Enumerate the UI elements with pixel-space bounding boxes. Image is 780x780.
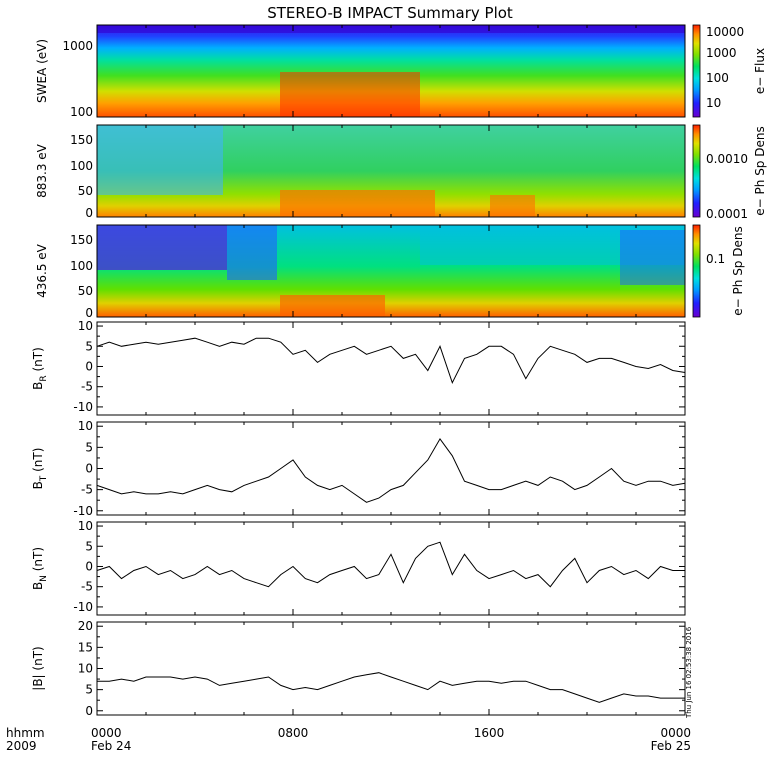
pad883-low-region <box>97 125 223 195</box>
bn-ytick-label: -5 <box>81 580 93 594</box>
pad436-cb-label: e− Ph Sp Dens <box>731 226 745 315</box>
bn-ytick-label: -10 <box>73 600 93 614</box>
timestamp: Thu Jun 16 02:53:38 2016 <box>685 626 693 719</box>
bt-ytick-label: -5 <box>81 483 93 497</box>
br-ytick-label: 5 <box>85 339 93 353</box>
pad883-ytick-50: 50 <box>78 184 93 198</box>
pad883-cb-label: e− Ph Sp Dens <box>753 126 767 215</box>
swea-cb-tick-100: 100 <box>706 71 729 85</box>
swea-top-band <box>97 25 685 33</box>
bn-trace <box>96 541 685 588</box>
x-tick-date: Feb 24 <box>91 739 131 753</box>
pad883-ytick-0: 0 <box>85 206 93 220</box>
magnetic-field-panels: 10 5 0 -5 -10 BR (nT) 10 5 0 -5 -10 BT (nT) 10 5 0 -5 -1… <box>31 319 686 718</box>
bt-ytick-label: 5 <box>85 440 93 454</box>
pad883-ytick-150: 150 <box>70 133 93 147</box>
bmag-ytick-label: 10 <box>78 662 93 676</box>
pad883-colorbar <box>692 124 701 218</box>
swea-ytick-100: 100 <box>70 105 93 119</box>
br-ytick-label: -10 <box>73 400 93 414</box>
pad883-cb-tick-0.0001: 0.0001 <box>706 207 748 221</box>
pad883-orange-spot <box>490 195 535 217</box>
bmag-ytick-label: 5 <box>85 683 93 697</box>
bmag-panel: 20 15 10 5 0 |B| (nT) <box>31 619 686 718</box>
bt-ytick-label: -10 <box>73 504 93 518</box>
x-tick-date: Feb 25 <box>651 739 691 753</box>
pad436-ytick-100: 100 <box>70 259 93 273</box>
pad436-ytick-0: 0 <box>85 306 93 320</box>
bmag-trace <box>97 672 685 703</box>
pad436-low-region <box>97 225 227 270</box>
br-panel: 10 5 0 -5 -10 BR (nT) <box>31 319 686 416</box>
plot-title: STEREO-B IMPACT Summary Plot <box>267 4 513 22</box>
pad883-cb-tick-0.0010: 0.0010 <box>706 152 748 166</box>
x-tick-time: 0800 <box>278 726 309 740</box>
bt-panel: 10 5 0 -5 -10 BT (nT) <box>31 419 686 518</box>
x-tick-time: 1600 <box>474 726 505 740</box>
bn-ytick-label: 10 <box>78 519 93 533</box>
pad883-ytick-100: 100 <box>70 159 93 173</box>
br-ytick-label: 0 <box>85 359 93 373</box>
br-ylabel: BR (nT) <box>31 347 49 390</box>
xaxis-row1-label: hhmm <box>6 726 45 740</box>
pad436-ytick-150: 150 <box>70 233 93 247</box>
pad436-ylabel: 436.5 eV <box>35 243 49 298</box>
pad436-ytick-50: 50 <box>78 284 93 298</box>
br-ytick-label: 10 <box>78 319 93 333</box>
swea-cb-tick-10000: 10000 <box>706 25 744 39</box>
br-ytick-label: -5 <box>81 380 93 394</box>
bn-panel: 10 5 0 -5 -10 BN (nT) <box>31 519 686 616</box>
pad436-panel: 150 100 50 0 436.5 eV 0.1 e− Ph Sp Dens <box>35 224 745 320</box>
pad436-cb-tick-0.1: 0.1 <box>706 252 725 266</box>
bn-frame <box>96 521 686 616</box>
bn-ytick-label: 0 <box>85 559 93 573</box>
swea-ylabel: SWEA (eV) <box>35 39 49 103</box>
swea-colorbar <box>692 24 701 118</box>
bmag-ylabel: |B| (nT) <box>31 646 45 690</box>
pad436-colorbar <box>692 224 701 318</box>
bt-ylabel: BT (nT) <box>31 448 49 490</box>
bmag-ytick-label: 20 <box>78 619 93 633</box>
pad436-blue-spot <box>620 230 685 285</box>
pad436-low-region-2 <box>227 225 277 280</box>
pad436-orange-core <box>280 295 385 317</box>
bt-ytick-label: 10 <box>78 419 93 433</box>
x-tick-time: 0000 <box>660 726 691 740</box>
swea-cb-tick-10: 10 <box>706 96 721 110</box>
swea-ytick-1000: 1000 <box>62 39 93 53</box>
bn-ytick-label: 5 <box>85 539 93 553</box>
pad883-orange-core <box>280 190 435 217</box>
bt-ytick-label: 0 <box>85 462 93 476</box>
br-frame <box>96 321 686 416</box>
xaxis-row2-label: 2009 <box>6 739 37 753</box>
pad883-ylabel: 883.3 eV <box>35 143 49 198</box>
br-trace <box>96 337 686 384</box>
swea-cb-tick-1000: 1000 <box>706 46 737 60</box>
swea-cb-label: e− Flux <box>753 48 767 94</box>
bmag-ytick-label: 15 <box>78 640 93 654</box>
bt-trace <box>96 437 686 503</box>
pad883-panel: 150 100 50 0 883.3 eV 0.0010 0.0001 e− P… <box>35 124 767 221</box>
x-tick-time: 0000 <box>91 726 122 740</box>
bn-ylabel: BN (nT) <box>31 547 49 590</box>
swea-enhancement-band <box>280 72 420 117</box>
bmag-ytick-label: 0 <box>85 704 93 718</box>
bt-frame <box>96 421 686 516</box>
swea-panel: 1000 100 SWEA (eV) 10000 1000 100 10 e− … <box>35 24 767 119</box>
